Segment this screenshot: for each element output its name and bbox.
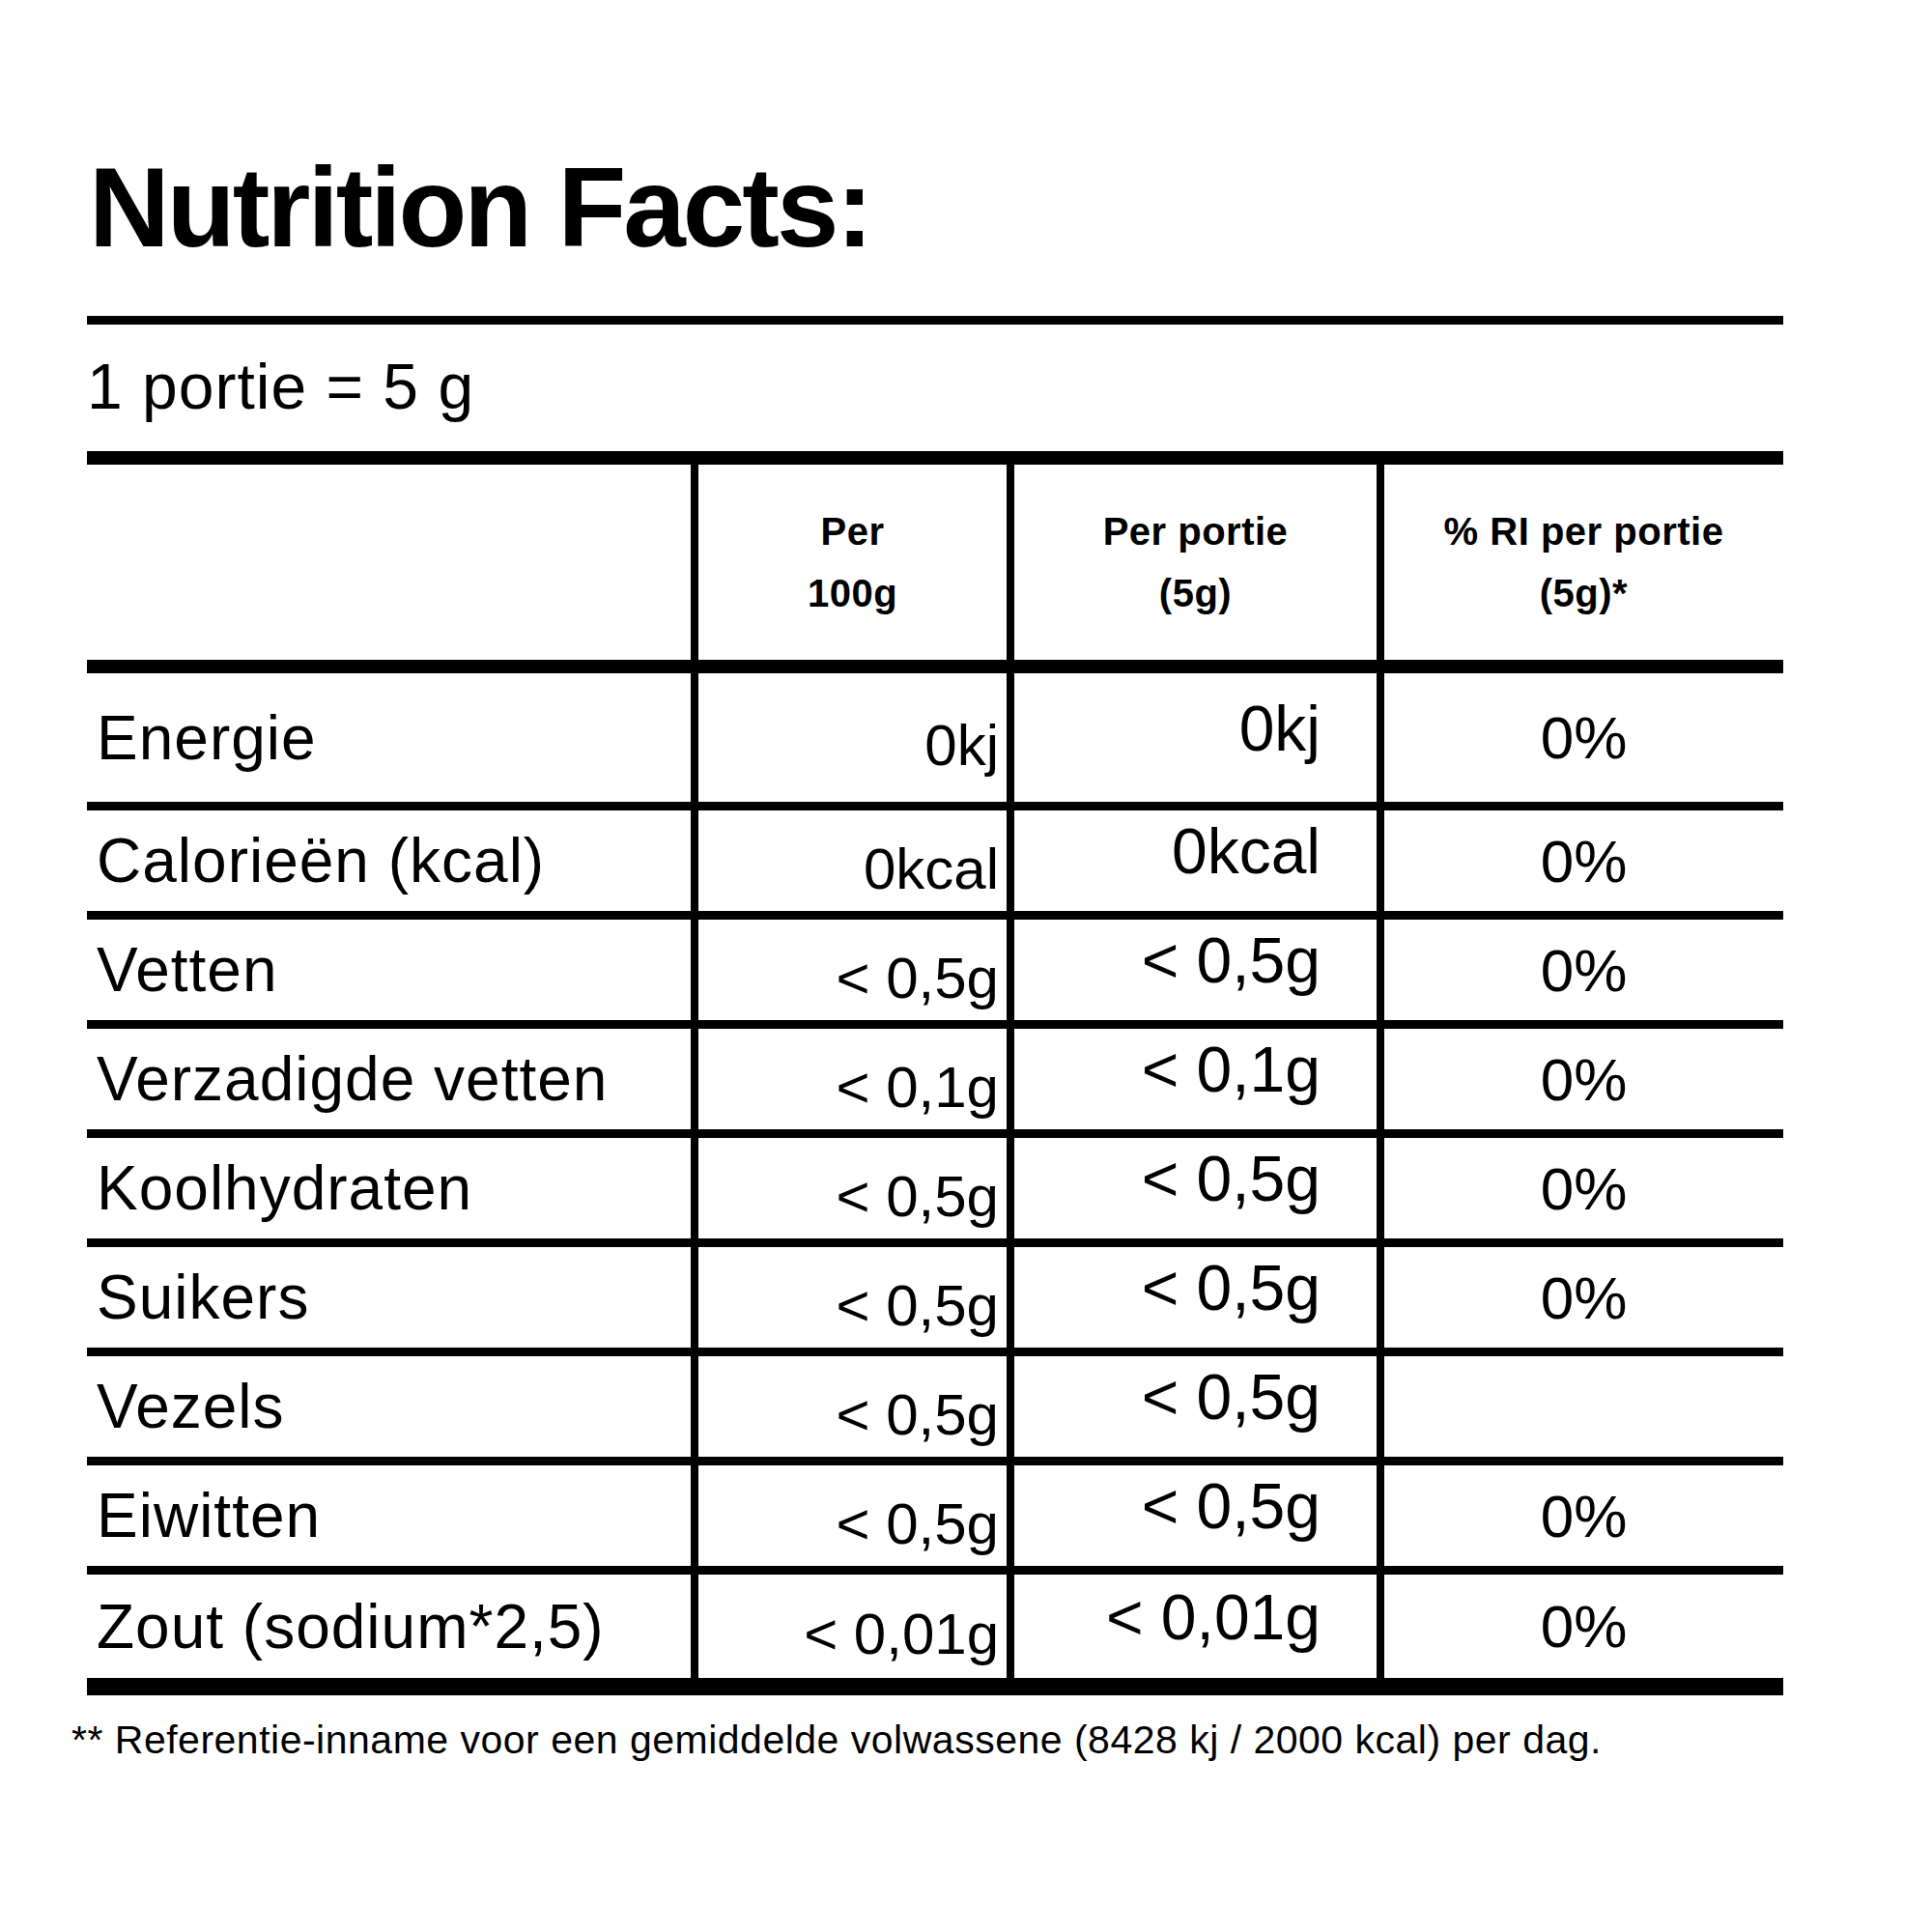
row-per-portie-value: 0kj [1014, 673, 1384, 810]
row-ri-value-empty [1384, 1356, 1783, 1465]
row-per-100g-value: < 0,01g [698, 1575, 1014, 1695]
row-ri-value: 0% [1384, 1575, 1783, 1695]
page-title: Nutrition Facts: [89, 147, 870, 270]
row-per-100g-value: < 0,5g [698, 920, 1014, 1029]
row-per-portie-value: < 0,5g [1014, 1465, 1384, 1575]
row-per-portie-value: < 0,5g [1014, 1356, 1384, 1465]
header-cell-per-100g: Per 100g [698, 465, 1014, 673]
row-label: Calorieën (kcal) [87, 810, 698, 920]
row-label: Suikers [87, 1247, 698, 1356]
header-cell-ri-per-portie: % RI per portie (5g)* [1384, 465, 1783, 673]
row-label: Koolhydraten [87, 1138, 698, 1247]
row-ri-value: 0% [1384, 1138, 1783, 1247]
row-per-100g-value: < 0,5g [698, 1465, 1014, 1575]
row-label: Zout (sodium*2,5) [87, 1575, 698, 1695]
serving-size-line: 1 portie = 5 g [87, 350, 474, 423]
row-per-100g-value: < 0,5g [698, 1356, 1014, 1465]
row-per-portie-value: < 0,5g [1014, 1138, 1384, 1247]
nutrition-table: Per 100g Per portie (5g) % RI per portie… [87, 451, 1783, 1695]
header-per-portie-line1: Per portie [1103, 500, 1289, 562]
row-per-100g-value: 0kj [698, 673, 1014, 810]
header-cell-per-portie: Per portie (5g) [1014, 465, 1384, 673]
row-label: Eiwitten [87, 1465, 698, 1575]
row-per-portie-value: < 0,5g [1014, 920, 1384, 1029]
row-per-100g-value: < 0,1g [698, 1029, 1014, 1138]
header-per-100g-line2: 100g [808, 562, 897, 624]
row-per-100g-value: 0kcal [698, 810, 1014, 920]
row-ri-value: 0% [1384, 920, 1783, 1029]
header-cell-blank [87, 465, 698, 673]
row-label: Verzadigde vetten [87, 1029, 698, 1138]
row-per-100g-value: < 0,5g [698, 1138, 1014, 1247]
row-ri-value: 0% [1384, 1247, 1783, 1356]
row-label: Vezels [87, 1356, 698, 1465]
row-per-portie-value: < 0,5g [1014, 1247, 1384, 1356]
row-label: Energie [87, 673, 698, 810]
row-label: Vetten [87, 920, 698, 1029]
header-per-portie-line2: (5g) [1159, 562, 1232, 624]
header-ri-line1: % RI per portie [1444, 500, 1724, 562]
row-per-100g-value: < 0,5g [698, 1247, 1014, 1356]
header-per-100g-line1: Per [821, 500, 885, 562]
nutrition-label: Nutrition Facts: 1 portie = 5 g Per 100g… [0, 0, 1932, 1932]
row-per-portie-value: < 0,1g [1014, 1029, 1384, 1138]
row-ri-value: 0% [1384, 810, 1783, 920]
row-per-portie-value: < 0,01g [1014, 1575, 1384, 1695]
row-ri-value: 0% [1384, 1029, 1783, 1138]
header-ri-line2: (5g)* [1540, 562, 1628, 624]
title-divider [87, 316, 1783, 325]
row-ri-value: 0% [1384, 1465, 1783, 1575]
reference-intake-footnote: ** Referentie-inname voor een gemiddelde… [71, 1718, 1602, 1763]
row-ri-value: 0% [1384, 673, 1783, 810]
row-per-portie-value: 0kcal [1014, 810, 1384, 920]
